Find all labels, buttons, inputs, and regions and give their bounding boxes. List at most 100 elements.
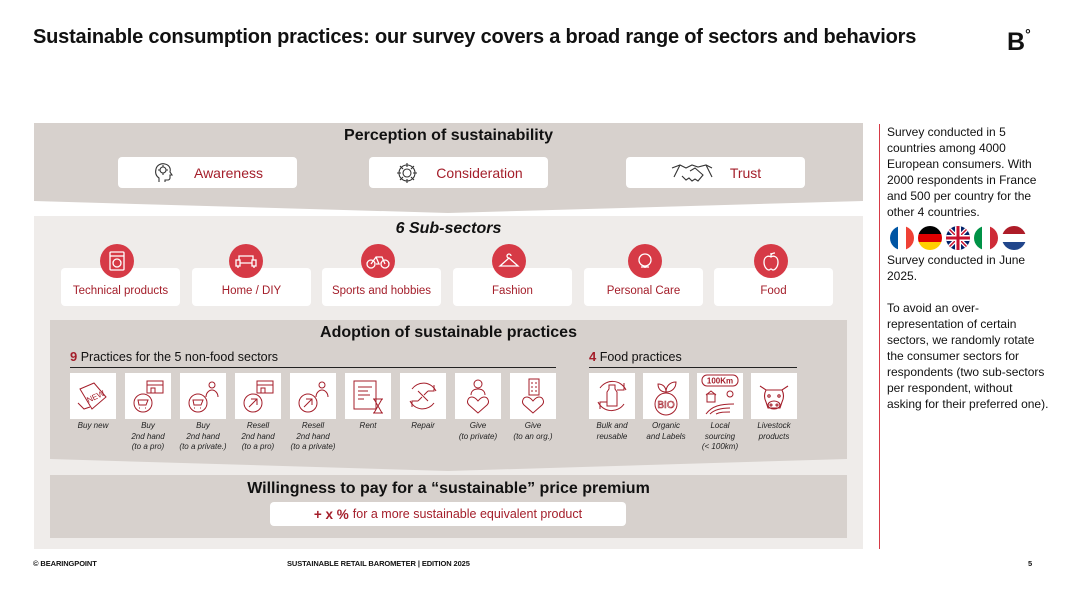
practice-resell-2nd-pro <box>235 373 281 419</box>
practice-local-sourcing: 100Km <box>697 373 743 419</box>
sector-label: Technical products <box>72 285 169 297</box>
willingness-title: Willingness to pay for a “sustainable” p… <box>247 480 650 497</box>
practice-bulk-reusable <box>589 373 635 419</box>
perception-item-awareness: Awareness <box>118 157 297 188</box>
uk-flag-icon <box>946 226 970 250</box>
practice-caption: Give (to private) <box>450 421 506 442</box>
sector-label: Fashion <box>492 285 533 297</box>
washing-machine-icon <box>100 244 134 278</box>
caption-line: (to a pro) <box>131 442 165 451</box>
logo-mark: ° <box>1025 26 1031 42</box>
caption-line: reusable <box>596 431 628 441</box>
germany-flag-icon <box>918 226 942 250</box>
practice-caption: Rent <box>340 421 396 432</box>
subsectors-title: 6 Sub-sectors <box>395 220 502 237</box>
bearingpoint-logo: B° <box>1007 26 1031 57</box>
sector-label: Sports and hobbies <box>331 285 432 297</box>
footer-title: SUSTAINABLE RETAIL BAROMETER | EDITION 2… <box>287 559 470 568</box>
practice-organic-labels: BIO <box>643 373 689 419</box>
footer-copyright: © BEARINGPOINT <box>33 559 97 568</box>
premium-pill: + x % for a more sustainable equivalent p… <box>270 502 626 526</box>
sector-personal-care: Personal Care <box>584 268 703 306</box>
nonfood-count: 9 <box>70 349 78 364</box>
logo-letter: B <box>1007 28 1026 56</box>
bottle-cycle-icon <box>597 380 627 412</box>
caption-line: Resell <box>246 421 270 430</box>
svg-text:NEW: NEW <box>85 389 106 405</box>
wrench-cycle-icon <box>409 382 437 410</box>
sofa-icon <box>229 244 263 278</box>
practice-caption: Give (to an org.) <box>505 421 561 442</box>
handshake-icon <box>671 163 713 182</box>
caption-line: Repair <box>411 421 435 430</box>
practice-caption: Local sourcing (< 100km) <box>692 421 748 453</box>
caption-line: 2nd hand <box>241 431 275 441</box>
caption-line: Local <box>710 421 730 430</box>
cow-icon <box>759 385 789 410</box>
caption-line: 2nd hand <box>186 431 220 441</box>
perception-label: Consideration <box>436 164 523 181</box>
practice-caption: Repair <box>395 421 451 432</box>
survey-date: Survey conducted in June 2025. <box>887 253 1026 283</box>
practice-caption: Resell 2nd hand (to a private) <box>283 421 343 453</box>
caption-line: (< 100km) <box>701 442 739 451</box>
caption-line: Rent <box>359 421 377 430</box>
perception-item-consideration: Consideration <box>369 157 548 188</box>
food-rule <box>589 367 797 368</box>
caption-line: Organic <box>651 421 680 430</box>
caption-line: products <box>758 431 790 441</box>
adoption-title: Adoption of sustainable practices <box>320 324 577 341</box>
caption-line: 2nd hand <box>296 431 330 441</box>
food-count: 4 <box>589 349 597 364</box>
practice-resell-2nd-private <box>290 373 336 419</box>
netherlands-flag-icon <box>1002 226 1026 250</box>
perception-item-trust: Trust <box>626 157 805 188</box>
practice-repair <box>400 373 446 419</box>
practice-livestock <box>751 373 797 419</box>
gear-icon <box>397 162 418 183</box>
france-flag-icon <box>890 226 914 250</box>
page-title: Sustainable consumption practices: our s… <box>33 26 917 48</box>
practice-caption: Buy 2nd hand (to a private.) <box>173 421 233 453</box>
flow-arrow <box>34 199 863 213</box>
perception-title: Perception of sustainability <box>344 127 553 144</box>
caption-line: (to a pro) <box>241 442 275 451</box>
hanger-icon <box>492 244 526 278</box>
practice-caption: Buy new <box>65 421 121 432</box>
caption-line: Buy <box>141 421 155 430</box>
new-tag-icon: NEW <box>77 382 107 410</box>
food-label: Food practices <box>599 350 682 364</box>
food-heading: 4 Food practices <box>589 349 682 364</box>
practice-caption: Buy 2nd hand (to a pro) <box>120 421 176 453</box>
practice-give-private <box>455 373 501 419</box>
document-hourglass-icon <box>353 380 383 414</box>
perception-label: Trust <box>729 164 762 181</box>
person-heart-icon <box>467 379 489 414</box>
caption-line: Give <box>469 421 487 430</box>
practice-caption: Organic and Labels <box>638 421 694 442</box>
practice-caption: Livestock products <box>746 421 802 442</box>
caption-line: (to a private) <box>290 442 336 451</box>
head-icon <box>155 162 174 182</box>
page-number: 5 <box>1028 559 1033 568</box>
person-cart-icon <box>188 381 219 413</box>
km-badge-text: 100Km <box>707 377 733 386</box>
sector-label: Personal Care <box>606 285 681 297</box>
sector-label: Home / DIY <box>221 285 282 297</box>
nonfood-heading: 9 Practices for the 5 non-food sectors <box>70 349 278 364</box>
caption-line: and Labels <box>646 431 686 441</box>
flow-arrow <box>50 457 847 471</box>
sector-label: Food <box>760 285 787 297</box>
caption-line: Give <box>524 421 542 430</box>
rotation-note: To avoid an over-representation of certa… <box>887 301 1049 411</box>
caption-line: (to an org.) <box>513 431 553 441</box>
practice-buy-2nd-private <box>180 373 226 419</box>
italy-flag-icon <box>974 226 998 250</box>
side-divider <box>879 124 880 549</box>
country-flags <box>890 226 1026 250</box>
caption-line: sourcing <box>704 431 736 441</box>
sector-technical-products: Technical products <box>61 268 180 306</box>
perception-label: Awareness <box>193 164 263 181</box>
practice-give-org <box>510 373 556 419</box>
caption-line: 2nd hand <box>131 431 165 441</box>
